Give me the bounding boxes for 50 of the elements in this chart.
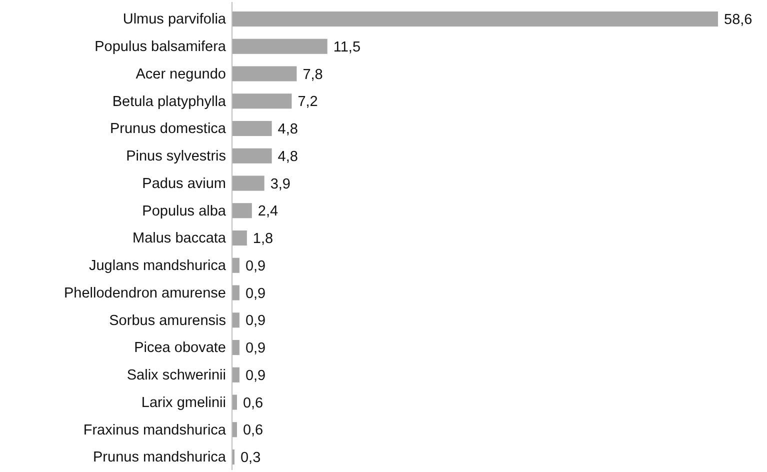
y-tick-label: Malus baccata — [132, 230, 227, 247]
bar — [232, 38, 328, 54]
y-tick-label: Prunus mandshurica — [93, 450, 227, 466]
data-label: 3,9 — [270, 176, 291, 192]
bar — [232, 422, 237, 438]
y-tick-label: Padus avium — [142, 176, 226, 192]
y-tick-label: Prunus domestica — [110, 121, 227, 138]
y-tick-label: Sorbus amurensis — [109, 312, 226, 329]
data-label: 7,8 — [302, 66, 323, 83]
y-tick-label: Salix schwerinii — [126, 368, 226, 384]
bar — [232, 203, 252, 218]
bar — [232, 120, 272, 136]
data-label: 0,9 — [245, 286, 266, 302]
data-label: 58,6 — [724, 12, 752, 28]
data-label: 0,6 — [242, 422, 264, 439]
data-label: 4,8 — [278, 148, 298, 165]
data-label: 4,8 — [278, 122, 298, 138]
bar — [232, 148, 272, 164]
bar — [232, 94, 292, 109]
y-tick-label: Populus balsamifera — [94, 39, 227, 56]
data-label: 11,5 — [333, 39, 361, 56]
y-tick-label: Larix gmelinii — [141, 394, 226, 411]
bar — [232, 230, 247, 246]
y-tick-label: Betula platyphylla — [112, 94, 227, 110]
bar — [232, 258, 240, 273]
data-label: 0,9 — [245, 258, 266, 274]
data-label: 0,9 — [245, 340, 266, 357]
data-label: 0,9 — [245, 368, 266, 384]
bar — [232, 394, 237, 410]
bar — [232, 312, 240, 328]
data-label: 1,8 — [252, 231, 274, 248]
data-label: 0,6 — [242, 395, 264, 412]
data-label: 0,9 — [245, 313, 266, 330]
bar — [232, 285, 240, 300]
y-tick-label: Populus alba — [142, 203, 227, 220]
data-label: 0,3 — [240, 450, 261, 466]
y-tick-label: Fraxinus mandshurica — [83, 422, 227, 438]
data-label: 2,4 — [258, 204, 278, 220]
bar — [232, 176, 264, 191]
y-tick-label: Picea obovate — [134, 340, 226, 356]
y-tick-label: Phellodendron amurense — [64, 285, 226, 302]
y-tick-label: Ulmus parvifolia — [122, 12, 227, 28]
data-label: 7,2 — [298, 94, 318, 110]
bar — [232, 340, 240, 356]
bar — [232, 367, 240, 382]
y-tick-label: Acer negundo — [136, 66, 226, 82]
y-tick-label: Pinus sylvestris — [126, 148, 226, 165]
y-tick-label: Juglans mandshurica — [88, 258, 227, 274]
bar — [232, 66, 297, 82]
bar — [232, 11, 718, 27]
